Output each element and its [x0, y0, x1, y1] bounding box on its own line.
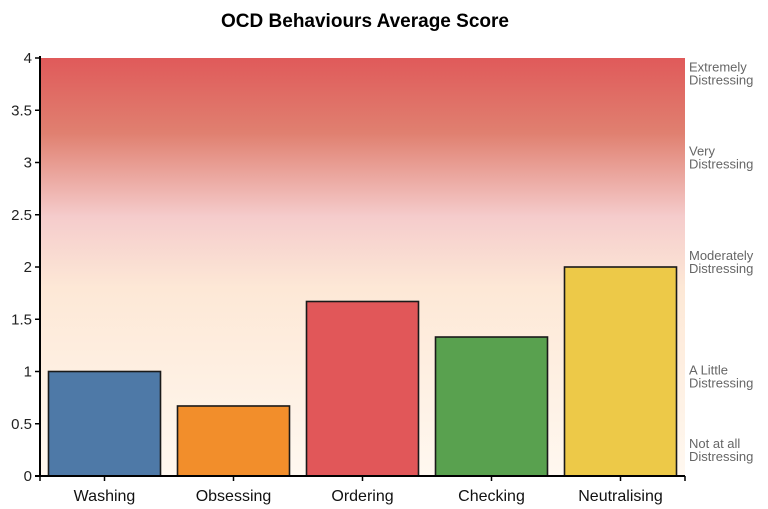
- bar-obsessing: [176, 405, 291, 477]
- x-tick-label: Checking: [458, 488, 525, 505]
- chart-title: OCD Behaviours Average Score: [221, 11, 509, 32]
- bar-neutralising: [563, 266, 678, 477]
- y-tick-label: 0.5: [11, 416, 32, 433]
- y-tick-label: 1.5: [11, 311, 32, 328]
- bars: [47, 266, 678, 477]
- bar-washing: [47, 370, 162, 477]
- x-axis: Washing Obsessing Ordering Checking Neutrali…: [35, 475, 686, 505]
- y-tick-label: 2.5: [11, 207, 32, 224]
- y-tick-label: 0: [24, 468, 32, 485]
- band-label: Extremely Distressing: [689, 60, 753, 88]
- bar-checking: [434, 336, 549, 477]
- y-tick-label: 1: [24, 364, 32, 381]
- x-tick-label: Neutralising: [578, 488, 662, 505]
- y-tick-label: 3.5: [11, 102, 32, 119]
- y-tick-label: 4: [24, 50, 32, 67]
- band-label: Not at all Distressing: [689, 436, 753, 464]
- band-label: Very Distressing: [689, 143, 753, 171]
- bar-ordering: [305, 300, 420, 477]
- x-tick-label: Obsessing: [196, 488, 272, 505]
- band-label: A Little Distressing: [689, 363, 753, 391]
- x-tick-label: Ordering: [331, 488, 393, 505]
- distress-band-labels: Extremely Distressing Very Distressing Moder…: [689, 60, 754, 464]
- y-axis: 0 0.5 1 1.5 2 2.5 3 3.5 4: [11, 50, 41, 485]
- band-label: Moderately Distressing: [689, 248, 754, 276]
- y-tick-label: 3: [24, 155, 32, 172]
- x-tick-label: Washing: [74, 488, 136, 505]
- y-tick-label: 2: [24, 259, 32, 276]
